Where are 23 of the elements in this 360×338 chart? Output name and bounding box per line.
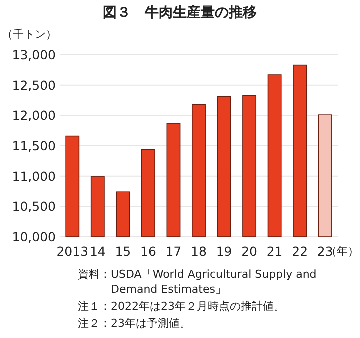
y-tick-label: 12,500 (12, 78, 56, 93)
x-tick-label: 20 (242, 244, 258, 259)
x-tick-label: 14 (90, 244, 106, 259)
y-axis-title: （千トン） (2, 28, 57, 41)
y-tick-label: 13,000 (12, 48, 56, 62)
x-tick-label: 22 (292, 244, 308, 259)
x-tick-label: 18 (191, 244, 207, 259)
y-tick-label: 10,000 (12, 230, 56, 244)
y-tick-label: 12,000 (12, 108, 56, 124)
text: 注２：23年は予測値。 (78, 317, 191, 330)
text: 資料：USDA「World Agricultural Supply and Demand Estimates」 (78, 268, 320, 296)
x-tick-label: 19 (216, 244, 232, 259)
y-tick-label: 11,000 (12, 168, 56, 184)
x-tick-label: 23 (317, 244, 334, 259)
chart-title: 図３ 牛肉生産量の推移 (103, 4, 257, 21)
x-tick-label: 21 (266, 244, 283, 259)
x-tick-label: 17 (166, 244, 182, 259)
y-tick-label: 11,500 (12, 138, 56, 154)
x-tick-label: 2013 (56, 244, 89, 259)
x-tick-label: 15 (115, 244, 132, 259)
text: 注１：2022年は23年２月時点の推計値。 (78, 300, 285, 313)
x-tick-label: 16 (140, 244, 156, 259)
y-tick-label: 10,500 (12, 199, 56, 214)
